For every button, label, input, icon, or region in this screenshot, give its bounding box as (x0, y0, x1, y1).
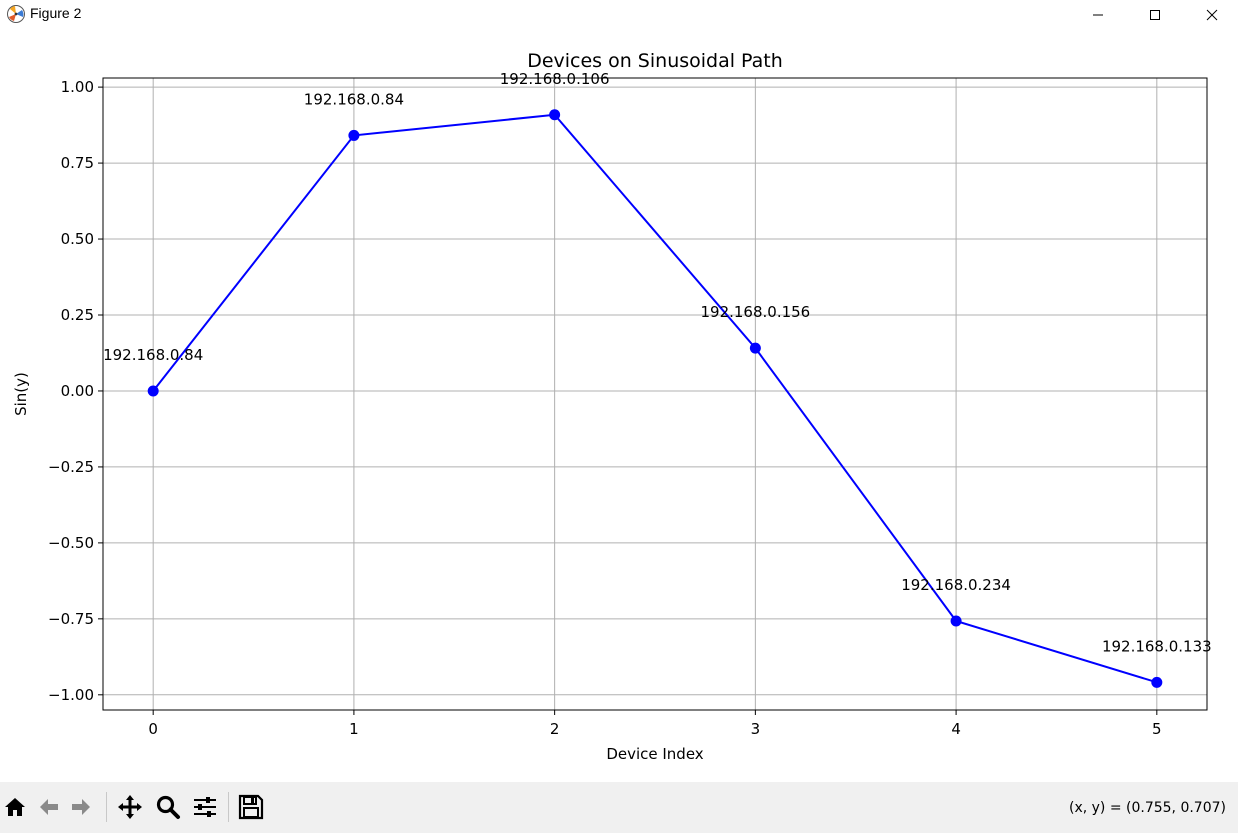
chart-canvas[interactable]: 0 1 2 3 4 5 1.00 0.75 0.50 0.25 0.00 −0.25 −0.50 −0.7… (0, 30, 1238, 782)
data-point (950, 615, 962, 627)
title-bar: Figure 2 (0, 0, 1238, 30)
y-axis-label: Sin(y) (12, 372, 30, 416)
y-tick-label: 0.25 (61, 306, 94, 324)
save-icon (238, 794, 264, 820)
y-tick-label: −0.75 (48, 610, 94, 628)
zoom-icon (156, 795, 180, 819)
forward-button[interactable] (68, 794, 94, 820)
point-label: 192.168.0.234 (901, 576, 1011, 594)
y-tick-label: 1.00 (61, 78, 94, 96)
x-tick-label: 4 (951, 720, 961, 738)
close-icon (1206, 9, 1218, 21)
series-line (152, 113, 1158, 684)
home-button[interactable] (2, 794, 28, 820)
maximize-button[interactable] (1127, 0, 1183, 30)
point-label: 192.168.0.84 (304, 90, 404, 108)
y-tick-label: −0.25 (48, 458, 94, 476)
minimize-button[interactable] (1070, 0, 1126, 30)
x-tick-label: 3 (751, 720, 761, 738)
point-label: 192.168.0.106 (500, 70, 610, 88)
x-tick-label: 2 (550, 720, 560, 738)
series (147, 109, 1163, 688)
y-tick-label: 0.50 (61, 230, 94, 248)
y-tick-label: 0.75 (61, 154, 94, 172)
close-button[interactable] (1184, 0, 1238, 30)
data-point (1151, 676, 1163, 688)
toolbar-separator (106, 792, 107, 822)
point-label: 192.168.0.84 (103, 346, 203, 364)
zoom-button[interactable] (155, 794, 181, 820)
chart-title: Devices on Sinusoidal Path (527, 50, 783, 72)
cursor-coordinates: (x, y) = (0.755, 0.707) (1068, 800, 1226, 816)
point-labels: 192.168.0.84 192.168.0.84 192.168.0.106 192… (103, 70, 1212, 656)
point-label: 192.168.0.133 (1102, 637, 1212, 655)
data-point (549, 109, 561, 121)
x-axis-label: Device Index (606, 745, 703, 763)
y-tick-label: 0.00 (61, 382, 94, 400)
configure-subplots-icon (194, 797, 216, 817)
save-button[interactable] (238, 794, 264, 820)
chart-svg: 0 1 2 3 4 5 1.00 0.75 0.50 0.25 0.00 −0.25 −0.50 −0.7… (12, 50, 1212, 763)
maximize-icon (1150, 10, 1160, 20)
window-title: Figure 2 (30, 5, 82, 21)
navigation-toolbar: (x, y) = (0.755, 0.707) (0, 782, 1238, 833)
y-tick-label: −1.00 (48, 686, 94, 704)
configure-subplots-button[interactable] (192, 794, 218, 820)
point-label: 192.168.0.156 (700, 303, 810, 321)
minimize-icon (1093, 14, 1103, 16)
x-tick-label: 1 (349, 720, 359, 738)
plot-frame (102, 77, 1208, 711)
y-tick-label: −0.50 (48, 534, 94, 552)
home-icon (5, 798, 25, 816)
x-tick-label: 5 (1152, 720, 1162, 738)
toolbar-separator (228, 792, 229, 822)
forward-icon (72, 799, 90, 815)
grid (103, 78, 1207, 710)
data-point (749, 342, 761, 354)
data-point (147, 385, 159, 397)
axis-ticks: 0 1 2 3 4 5 1.00 0.75 0.50 0.25 0.00 −0.25 −0.50 −0.7… (48, 78, 1162, 738)
back-button[interactable] (36, 794, 62, 820)
pan-icon (118, 795, 142, 819)
x-tick-label: 0 (148, 720, 158, 738)
app-icon (6, 4, 26, 24)
pan-button[interactable] (117, 794, 143, 820)
back-icon (40, 799, 58, 815)
data-point (348, 129, 360, 141)
